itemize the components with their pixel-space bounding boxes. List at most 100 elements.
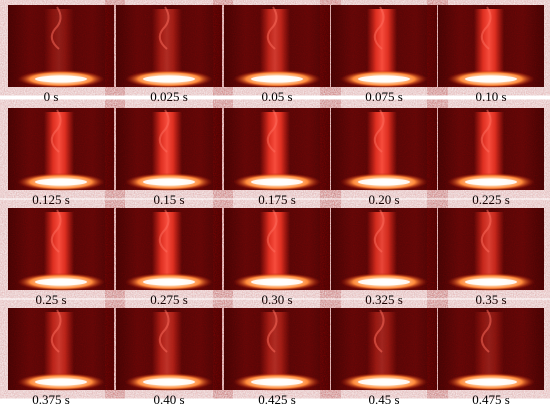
smoke [50,209,62,253]
plume [367,9,397,77]
burner [143,278,195,286]
frame [8,308,114,391]
burner [35,75,87,83]
plume [152,212,182,280]
smoke [373,209,385,253]
burner [35,178,87,186]
smoke [266,209,278,253]
burner [358,75,410,83]
plume [260,112,290,180]
plume [367,212,397,280]
plume [260,212,290,280]
frame-label: 0.175 s [258,192,296,207]
smoke [480,6,492,50]
burner [35,278,87,286]
plume [44,312,74,380]
frame [224,208,330,291]
burner [358,178,410,186]
frame [438,208,544,291]
frame-label: 0.375 s [32,392,70,407]
smoke [480,209,492,253]
smoke [266,309,278,353]
smoke [50,6,62,50]
smoke [373,309,385,353]
frame [116,108,222,191]
plume [44,112,74,180]
frame [224,308,330,391]
frame-label: 0 s [44,89,59,104]
frame-label: 0.35 s [475,292,506,307]
burner [251,75,303,83]
smoke [266,6,278,50]
plume [367,312,397,380]
frame-label: 0.05 s [261,89,292,104]
burner [465,178,517,186]
frame [224,5,330,88]
plume [152,312,182,380]
plume [44,9,74,77]
burner [251,378,303,386]
frame-grid: 0 s 0.025 s 0.05 s 0.075 s 0.10 s 0.125 s 0.15… [8,5,544,407]
frame [8,208,114,291]
burner [465,75,517,83]
smoke [158,109,170,153]
frame-label: 0.10 s [475,89,506,104]
frame [331,308,437,391]
smoke [480,309,492,353]
plume [474,312,504,380]
plume [260,9,290,77]
burner [143,75,195,83]
frame [116,208,222,291]
frame [224,108,330,191]
plume [367,112,397,180]
burner [465,378,517,386]
frame-label: 0.30 s [261,292,292,307]
frame [331,5,437,88]
plume [474,212,504,280]
plume [152,112,182,180]
smoke [480,109,492,153]
burner [358,378,410,386]
smoke [158,309,170,353]
frame [438,108,544,191]
burner [143,178,195,186]
frame-label: 0.325 s [365,292,403,307]
burner [35,378,87,386]
plume [152,9,182,77]
frame-label: 0.25 s [35,292,66,307]
frame [331,108,437,191]
smoke [373,109,385,153]
frame-label: 0.275 s [150,292,188,307]
frame-label: 0.40 s [153,392,184,407]
frame [438,308,544,391]
plume [474,112,504,180]
burner [143,378,195,386]
frame [116,308,222,391]
burner [251,278,303,286]
plume [260,312,290,380]
frame [8,5,114,88]
frame-label: 0.125 s [32,192,70,207]
burner [358,278,410,286]
smoke [158,209,170,253]
plume [44,212,74,280]
frame [116,5,222,88]
frame-label: 0.225 s [472,192,510,207]
plume [474,9,504,77]
smoke [50,109,62,153]
frame [331,208,437,291]
frame-label: 0.20 s [368,192,399,207]
frame-label: 0.15 s [153,192,184,207]
smoke [266,109,278,153]
frame [8,108,114,191]
frame-label: 0.475 s [472,392,510,407]
smoke [158,6,170,50]
frame-label: 0.45 s [368,392,399,407]
burner [251,178,303,186]
smoke [50,309,62,353]
burner [465,278,517,286]
frame-label: 0.075 s [365,89,403,104]
frame-label: 0.425 s [258,392,296,407]
frame-label: 0.025 s [150,89,188,104]
